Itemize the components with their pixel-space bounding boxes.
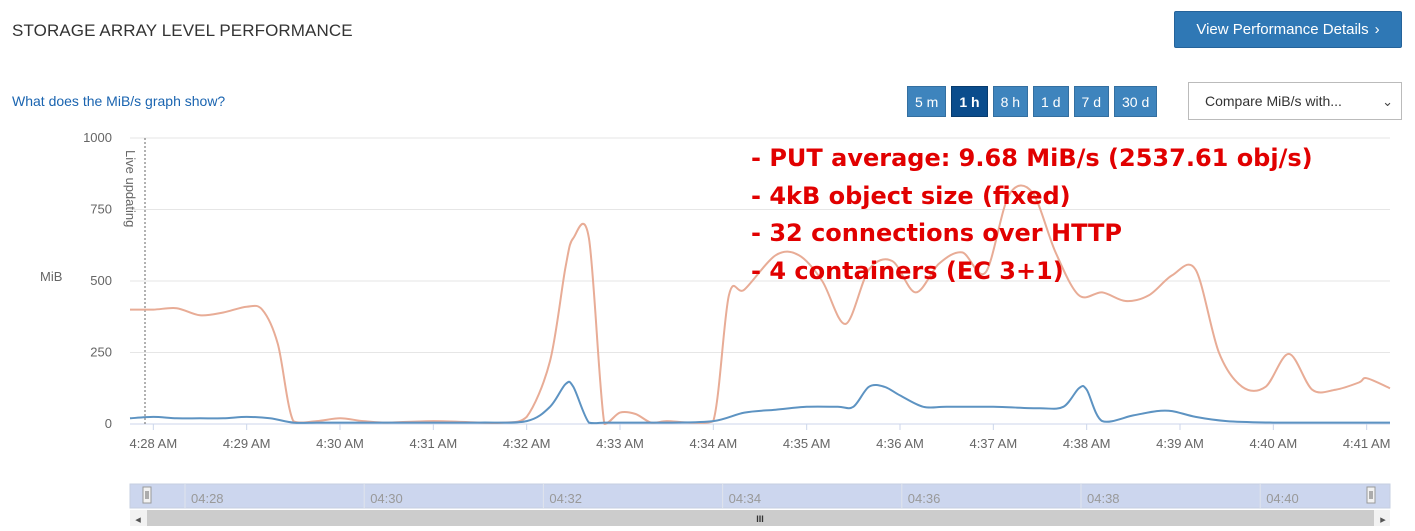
compare-select[interactable]: Compare MiB/s with... ⌄ <box>1188 82 1402 120</box>
help-link[interactable]: What does the MiB/s graph show? <box>12 93 226 109</box>
compare-select-value: Compare MiB/s with... <box>1205 93 1342 109</box>
x-tick-label: 4:33 AM <box>596 436 644 451</box>
annotation-line-3: - 32 connections over HTTP <box>751 219 1122 247</box>
x-tick-label: 4:37 AM <box>969 436 1017 451</box>
annotation-line-4: - 4 containers (EC 3+1) <box>751 256 1064 285</box>
time-range-group: 5 m 1 h 8 h 1 d 7 d 30 d <box>907 86 1158 117</box>
navigator-tick-label: 04:32 <box>549 491 582 506</box>
x-tick-label: 4:39 AM <box>1156 436 1204 451</box>
y-tick-label: 0 <box>105 416 112 431</box>
scroll-right-arrow-icon[interactable]: ▸ <box>1380 514 1386 526</box>
scroll-left-arrow-icon[interactable]: ◂ <box>135 514 141 526</box>
x-tick-label: 4:30 AM <box>316 436 364 451</box>
x-tick-label: 4:32 AM <box>503 436 551 451</box>
navigator-range <box>129 483 1391 509</box>
navigator-tick-label: 04:30 <box>370 491 403 506</box>
y-tick-label: 250 <box>90 345 112 360</box>
range-button-7d[interactable]: 7 d <box>1073 86 1109 117</box>
details-button-label: View Performance Details <box>1196 21 1369 38</box>
series-line-2 <box>129 380 1390 425</box>
x-tick-label: 4:41 AM <box>1343 436 1391 451</box>
navigator-tick-label: 04:28 <box>191 491 224 506</box>
x-tick-label: 4:35 AM <box>783 436 831 451</box>
navigator-tick-label: 04:36 <box>908 491 941 506</box>
scrollbar-thumb[interactable] <box>147 510 1374 526</box>
x-tick-label: 4:40 AM <box>1249 436 1297 451</box>
range-button-1d[interactable]: 1 d <box>1033 86 1069 117</box>
x-tick-label: 4:36 AM <box>876 436 924 451</box>
annotation-text: - PUT average: 9.68 MiB/s (2537.61 obj/s… <box>751 140 1313 290</box>
navigator-right-handle[interactable] <box>1366 486 1376 504</box>
chevron-down-icon: ⌄ <box>1382 94 1393 109</box>
page-title: STORAGE ARRAY LEVEL PERFORMANCE <box>12 21 353 40</box>
series-line-1 <box>129 184 1391 425</box>
y-tick-label: 750 <box>90 202 112 217</box>
navigator-tick-label: 04:34 <box>729 491 762 506</box>
navigator-tick-label: 04:40 <box>1266 491 1299 506</box>
x-tick-label: 4:28 AM <box>129 436 177 451</box>
x-tick-label: 4:38 AM <box>1063 436 1111 451</box>
live-updating-label: Live updating <box>123 150 138 227</box>
navigator-tick-label: 04:38 <box>1087 491 1120 506</box>
x-tick-label: 4:34 AM <box>689 436 737 451</box>
y-axis-label: MiB <box>40 269 62 284</box>
annotation-line-1: - PUT average: 9.68 MiB/s (2537.61 obj/s… <box>751 144 1313 172</box>
view-performance-details-button[interactable]: View Performance Details › <box>1174 11 1402 48</box>
scrollbar-grip-icon: III <box>756 514 764 524</box>
range-button-1h[interactable]: 1 h <box>951 86 988 117</box>
chevron-right-icon: › <box>1374 21 1380 38</box>
y-tick-label: 1000 <box>83 130 112 145</box>
range-button-5m[interactable]: 5 m <box>907 86 947 117</box>
y-tick-label: 500 <box>90 273 112 288</box>
range-button-30d[interactable]: 30 d <box>1113 86 1158 117</box>
navigator-left-handle[interactable] <box>142 486 152 504</box>
annotation-line-2: - 4kB object size (fixed) <box>751 181 1071 210</box>
x-tick-label: 4:31 AM <box>409 436 457 451</box>
x-tick-label: 4:29 AM <box>223 436 271 451</box>
range-button-8h[interactable]: 8 h <box>992 86 1029 117</box>
